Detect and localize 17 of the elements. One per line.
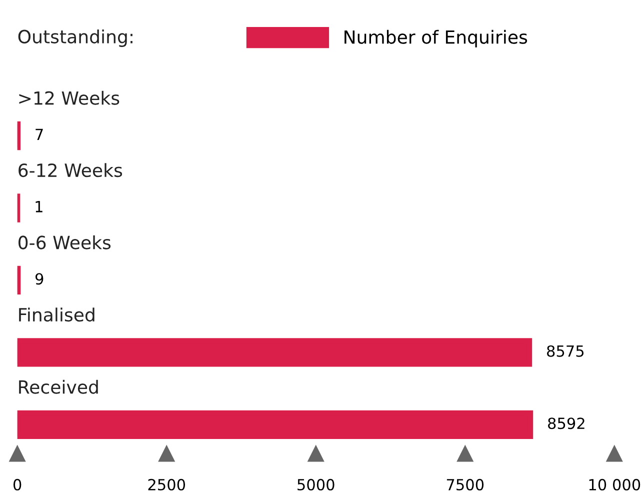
x-tick-label: 7500 (446, 478, 484, 490)
y-tick-label: 6-12 Weeks (18, 163, 122, 178)
data-label: 8575 (547, 345, 584, 357)
x-tick-label: 0 (13, 478, 22, 490)
x-tick-label: 10 000 (589, 478, 640, 490)
data-label: 8592 (548, 418, 584, 430)
y-tick-label: >12 Weeks (19, 90, 120, 105)
y-tick-label: Received (19, 380, 98, 394)
data-label: 7 (36, 128, 43, 140)
legend-label: Number of Enquiries (344, 30, 528, 48)
x-tick-label: 2500 (148, 478, 186, 490)
y-tick-label: Finalised (19, 308, 94, 322)
x-tick-label: 5000 (298, 478, 334, 490)
data-label: 1 (36, 201, 42, 212)
text: Outstanding: (18, 29, 132, 47)
y-tick-label: 0-6 Weeks (18, 235, 111, 250)
data-label: 9 (36, 273, 44, 285)
